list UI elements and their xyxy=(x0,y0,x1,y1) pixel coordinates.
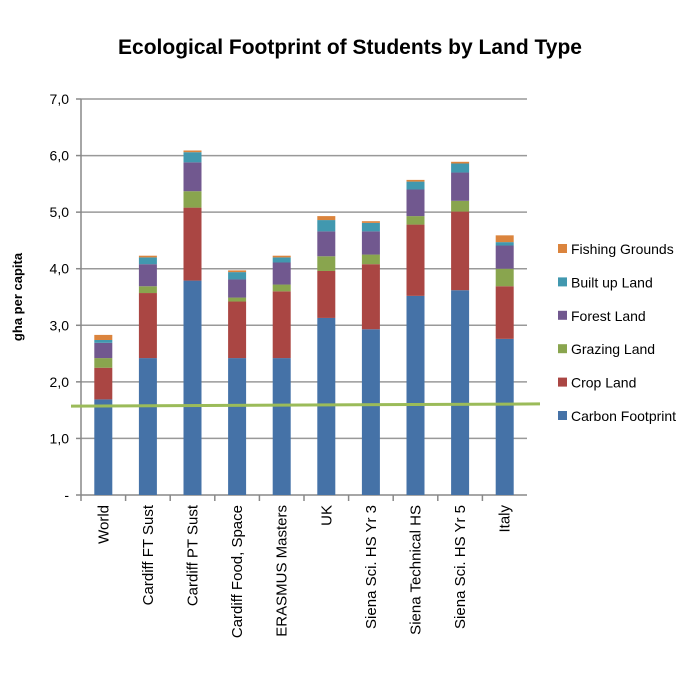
bar-segment-crop-land xyxy=(317,270,336,318)
legend-swatch xyxy=(558,411,567,420)
bar-segment-forest-land xyxy=(183,162,202,192)
y-axis-label: gha per capita xyxy=(10,252,25,341)
bar-segment-crop-land xyxy=(451,211,470,291)
legend-swatch xyxy=(558,244,567,253)
bar-segment-crop-land xyxy=(183,207,202,281)
bar-segment-forest-land xyxy=(361,231,380,255)
bar-segment-built-up-land xyxy=(451,163,470,173)
y-tick-label: 2,0 xyxy=(50,374,70,390)
bar-segment-forest-land xyxy=(228,279,247,298)
legend-label: Forest Land xyxy=(571,308,646,324)
bar-segment-fishing-grounds xyxy=(317,216,336,221)
bar-segment-forest-land xyxy=(272,262,291,285)
bar-segment-grazing-land xyxy=(495,268,514,287)
y-tick-label: - xyxy=(64,487,69,503)
bar-segment-fishing-grounds xyxy=(272,255,291,258)
y-tick-label: 1,0 xyxy=(50,430,70,446)
x-tick-label: Siena Sci. HS Yr 3 xyxy=(363,505,380,629)
legend-swatch xyxy=(558,310,567,320)
bar-segment-forest-land xyxy=(94,342,113,359)
bar-segment-forest-land xyxy=(138,264,157,287)
y-tick-label: 3,0 xyxy=(50,317,70,333)
bar-segment-crop-land xyxy=(94,367,113,400)
bar-segment-built-up-land xyxy=(317,220,336,232)
x-tick-label: UK xyxy=(318,505,335,526)
bar-segment-grazing-land xyxy=(361,254,380,265)
bar-segment-fishing-grounds xyxy=(495,235,514,243)
legend-label: Fishing Grounds xyxy=(571,241,674,257)
bar-segment-crop-land xyxy=(361,264,380,330)
bar-segment-grazing-land xyxy=(317,256,336,271)
bar-segment-fishing-grounds xyxy=(361,221,380,223)
bar-segment-fishing-grounds xyxy=(406,179,425,182)
bar-segment-carbon-footprint xyxy=(495,338,514,495)
bar-segment-forest-land xyxy=(406,189,425,217)
bar-segment-grazing-land xyxy=(138,286,157,294)
bar-segment-built-up-land xyxy=(406,181,425,190)
x-tick-label: Italy xyxy=(497,505,514,533)
y-tick-label: 6,0 xyxy=(50,148,70,164)
bar-segment-carbon-footprint xyxy=(228,358,247,495)
legend-label: Crop Land xyxy=(571,375,636,391)
bar-segment-fishing-grounds xyxy=(138,255,157,258)
bar-segment-fishing-grounds xyxy=(183,150,202,153)
reference-line xyxy=(70,402,541,408)
bar-segment-grazing-land xyxy=(183,191,202,208)
bar-segment-crop-land xyxy=(228,301,247,359)
bar-segment-crop-land xyxy=(495,286,514,339)
legend-swatch xyxy=(558,344,567,354)
x-tick-label: Cardiff PT Sust xyxy=(185,504,202,606)
bar-segment-built-up-land xyxy=(183,152,202,163)
bar-segment-grazing-land xyxy=(406,216,425,225)
x-tick-label: Cardiff Food, Space xyxy=(229,505,246,638)
bar-segment-built-up-land xyxy=(361,222,380,232)
bar-segment-grazing-land xyxy=(451,200,470,212)
bar-segment-carbon-footprint xyxy=(406,295,425,495)
y-tick-label: 7,0 xyxy=(50,91,70,107)
bar-segment-fishing-grounds xyxy=(451,161,470,164)
bar-segment-forest-land xyxy=(317,231,336,257)
bar-segment-built-up-land xyxy=(228,272,247,280)
bar-segment-carbon-footprint xyxy=(94,399,113,495)
x-tick-label: Siena Sci. HS Yr 5 xyxy=(452,505,469,629)
bar-segment-carbon-footprint xyxy=(272,358,291,495)
x-tick-label: ERASMUS Masters xyxy=(274,505,291,637)
legend-swatch xyxy=(558,377,567,387)
bar-segment-crop-land xyxy=(272,291,291,359)
bar-segment-grazing-land xyxy=(94,358,113,368)
bar-segment-carbon-footprint xyxy=(317,317,336,495)
bar-segment-carbon-footprint xyxy=(361,329,380,495)
x-tick-label: World xyxy=(95,505,112,544)
legend-label: Grazing Land xyxy=(571,341,655,357)
chart-title: Ecological Footprint of Students by Land… xyxy=(118,36,582,59)
bar-segment-fishing-grounds xyxy=(94,334,113,340)
bar-segment-grazing-land xyxy=(272,284,291,292)
y-tick-label: 5,0 xyxy=(50,204,70,220)
bar-segment-carbon-footprint xyxy=(451,290,470,495)
bar-segment-forest-land xyxy=(451,172,470,201)
bar-segment-built-up-land xyxy=(138,257,157,265)
bar-segment-built-up-land xyxy=(94,339,113,343)
legend-label: Built up Land xyxy=(571,274,653,290)
x-tick-label: Siena Technical HS xyxy=(408,505,425,635)
bar-segment-fishing-grounds xyxy=(228,270,247,273)
y-tick-label: 4,0 xyxy=(50,261,70,277)
bar-segment-forest-land xyxy=(495,245,514,269)
bar-segment-built-up-land xyxy=(272,257,291,263)
bar-segment-crop-land xyxy=(406,224,425,296)
bar-segment-grazing-land xyxy=(228,297,247,302)
legend-swatch xyxy=(558,277,567,287)
bar-segment-built-up-land xyxy=(495,242,514,246)
bar-segment-carbon-footprint xyxy=(138,358,157,495)
bar-segment-crop-land xyxy=(138,293,157,359)
legend-label: Carbon Footprint xyxy=(571,408,676,424)
bar-segment-carbon-footprint xyxy=(183,280,202,495)
x-tick-label: Cardiff FT Sust xyxy=(140,504,157,605)
